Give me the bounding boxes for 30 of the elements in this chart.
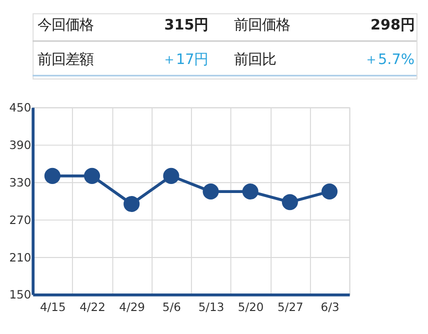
text: ＋5.7% xyxy=(364,52,415,68)
x-tick-label: 4/22 xyxy=(80,300,106,314)
x-tick-label: 4/15 xyxy=(40,300,66,314)
x-tick-label: 5/20 xyxy=(238,300,264,314)
text: 前回差額 xyxy=(37,52,94,68)
y-tick-label: 390 xyxy=(9,138,32,152)
point xyxy=(282,194,298,210)
y-tick-label: 210 xyxy=(9,250,32,264)
x-tick-label: 6/3 xyxy=(320,300,340,314)
point xyxy=(202,183,219,200)
x-tick-label: 5/13 xyxy=(198,300,224,314)
text: 今回価格 xyxy=(37,18,94,34)
point xyxy=(163,168,180,184)
x-tick-label: 5/6 xyxy=(162,300,181,314)
y-tick-label: 330 xyxy=(9,175,32,190)
text: 前回価格 xyxy=(234,18,290,34)
text: 315円 xyxy=(164,18,208,34)
text: ＋17円 xyxy=(162,52,208,68)
y-tick-label: 450 xyxy=(9,100,32,115)
point xyxy=(321,183,338,200)
x-tick-label: 4/29 xyxy=(119,300,145,314)
text: 前回比 xyxy=(234,52,276,68)
y-tick-label: 150 xyxy=(9,288,32,302)
point xyxy=(124,196,140,212)
text: 298円 xyxy=(370,18,415,34)
x-tick-label: 5/27 xyxy=(277,300,304,314)
point xyxy=(84,168,100,184)
y-tick-label: 270 xyxy=(9,212,32,227)
point xyxy=(242,183,258,200)
point xyxy=(44,168,60,184)
